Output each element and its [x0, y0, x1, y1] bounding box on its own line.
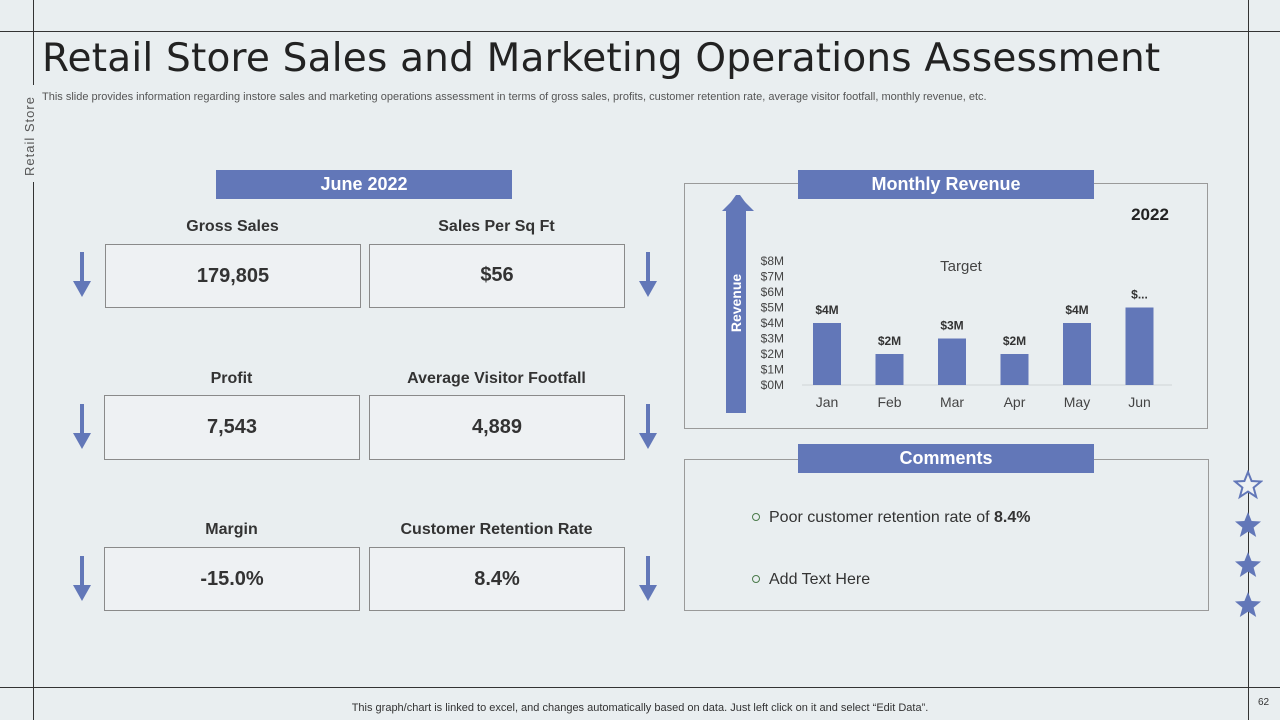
- bar-apr: [1000, 354, 1029, 385]
- arrow-down-icon: [639, 556, 657, 601]
- star-outline-icon: [1233, 470, 1263, 500]
- metric-value-sales-per-sqft: $56: [369, 244, 625, 308]
- bar-mar: [938, 338, 966, 385]
- top-rule: [0, 31, 1280, 32]
- bar-data-label: $2M: [878, 334, 901, 348]
- y-tick-label: $2M: [761, 347, 784, 361]
- bullet-circle-icon: [752, 574, 760, 583]
- bar-data-label: $4M: [1065, 303, 1088, 317]
- arrow-down-icon: [73, 556, 91, 601]
- metric-value-avg-visitor-footfall: 4,889: [369, 395, 625, 460]
- x-tick-label: May: [1064, 394, 1090, 410]
- x-tick-label: Jan: [816, 394, 839, 410]
- y-tick-label: $5M: [761, 301, 784, 315]
- revenue-chart: Revenue 2022 Target $0M$1M$2M$3M$4M$5M$6…: [722, 195, 1172, 413]
- arrow-down-icon: [639, 252, 657, 297]
- x-tick-label: Feb: [877, 394, 901, 410]
- revenue-axis-label: Revenue: [728, 274, 744, 333]
- bar-data-label: $3M: [940, 319, 963, 333]
- revenue-header: Monthly Revenue: [798, 170, 1094, 199]
- chart-year: 2022: [1131, 205, 1169, 224]
- bar-jan: [813, 323, 841, 385]
- star-icon: [1235, 512, 1261, 537]
- metric-label-sales-per-sqft: Sales Per Sq Ft: [438, 218, 555, 235]
- page-title: Retail Store Sales and Marketing Operati…: [42, 36, 1161, 81]
- y-tick-label: $1M: [761, 363, 784, 377]
- comment-item: Poor customer retention rate of 8.4%: [752, 509, 1030, 527]
- metric-label-avg-visitor-footfall: Average Visitor Footfall: [407, 370, 586, 387]
- left-rule-top: [33, 0, 34, 85]
- bar-jun: [1125, 307, 1154, 385]
- metric-value-customer-retention: 8.4%: [369, 547, 625, 611]
- side-section-label: Retail Store: [22, 96, 37, 176]
- comment-text: Poor customer retention rate of: [769, 509, 994, 526]
- bar-data-label: $...: [1131, 288, 1148, 302]
- metric-label-profit: Profit: [210, 370, 253, 387]
- page-number: 62: [1258, 697, 1270, 708]
- metric-label-margin: Margin: [205, 521, 258, 538]
- bar-may: [1063, 323, 1091, 385]
- arrow-down-icon: [73, 252, 91, 297]
- metrics-header: June 2022: [216, 170, 512, 199]
- chart-series-label: Target: [940, 258, 983, 275]
- metric-value-gross-sales: 179,805: [105, 244, 361, 308]
- x-tick-label: Apr: [1004, 394, 1026, 410]
- metric-value-profit: 7,543: [104, 395, 360, 460]
- y-tick-label: $4M: [761, 316, 784, 330]
- footer-note: This graph/chart is linked to excel, and…: [351, 702, 929, 714]
- metric-value-margin: -15.0%: [104, 547, 360, 611]
- page-subtitle: This slide provides information regardin…: [42, 91, 987, 103]
- x-tick-label: Mar: [940, 394, 964, 410]
- y-tick-label: $0M: [761, 378, 784, 392]
- bar-data-label: $2M: [1003, 334, 1026, 348]
- y-tick-label: $3M: [761, 332, 784, 346]
- comment-item: Add Text Here: [752, 571, 870, 589]
- bar-data-label: $4M: [815, 303, 838, 317]
- arrow-down-icon: [73, 404, 91, 449]
- comment-text: Add Text Here: [769, 571, 871, 588]
- metric-label-gross-sales: Gross Sales: [186, 218, 279, 235]
- x-tick-label: Jun: [1128, 394, 1151, 410]
- comments-header: Comments: [798, 444, 1094, 473]
- right-rule: [1248, 0, 1249, 720]
- metric-label-customer-retention: Customer Retention Rate: [400, 521, 593, 538]
- y-tick-label: $8M: [761, 254, 784, 268]
- star-icon: [1235, 552, 1261, 577]
- y-tick-label: $6M: [761, 285, 784, 299]
- left-rule-bottom: [33, 182, 34, 720]
- bottom-rule: [0, 687, 1280, 688]
- arrow-down-icon: [639, 404, 657, 449]
- bullet-circle-icon: [752, 512, 760, 521]
- star-icon: [1235, 592, 1261, 617]
- y-tick-label: $7M: [761, 270, 784, 284]
- comment-emphasis: 8.4%: [994, 509, 1031, 526]
- bar-feb: [875, 354, 904, 385]
